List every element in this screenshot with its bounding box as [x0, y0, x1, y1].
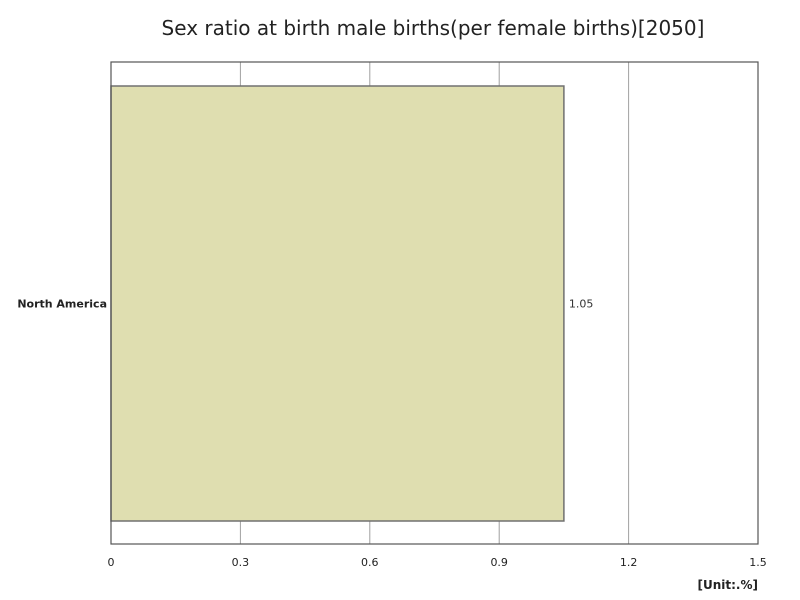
bar — [110, 85, 565, 522]
data-labels: 1.05 — [569, 298, 594, 311]
bar-value-label: 1.05 — [569, 298, 594, 311]
x-tick-label: 0.9 — [490, 556, 508, 569]
unit-label: [Unit:.%] — [698, 578, 759, 592]
chart-title: Sex ratio at birth male births(per femal… — [162, 16, 705, 40]
x-tick-label: 0.3 — [232, 556, 250, 569]
plot-frame — [110, 61, 759, 545]
x-tick-label: 0 — [108, 556, 115, 569]
bars — [110, 85, 565, 522]
category-labels: North America — [17, 298, 107, 311]
x-tick-label: 0.6 — [361, 556, 379, 569]
category-label: North America — [17, 298, 107, 311]
x-axis-ticks: 0 0.3 0.6 0.9 1.2 1.5 — [108, 556, 767, 569]
x-tick-label: 1.5 — [749, 556, 767, 569]
x-tick-label: 1.2 — [620, 556, 638, 569]
